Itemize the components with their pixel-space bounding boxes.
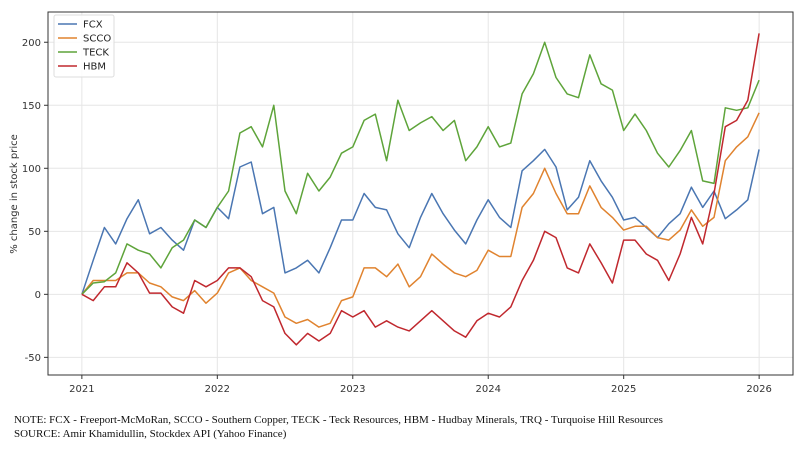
series-lines [81,33,760,346]
y-tick-label: 0 [35,290,41,301]
footer-note: NOTE: FCX - Freeport-McMoRan, SCCO - Sou… [14,414,663,426]
legend: FCX SCCO TECK HBM [53,14,115,78]
legend-label-fcx: FCX [83,20,103,31]
x-tick-label: 2022 [205,384,230,395]
y-tick-label: -50 [25,353,41,364]
legend-label-hbm: HBM [83,62,106,73]
series-line-fcx [81,148,760,295]
y-tick-label: 150 [22,101,41,112]
y-tick-label: 200 [22,38,41,49]
footer-source: SOURCE: Amir Khamidullin, Stockdex API (… [14,428,287,440]
y-tick-label: 100 [22,164,41,175]
y-axis-label: % change in stock price [9,134,20,254]
x-tick-label: 2023 [340,384,365,395]
gridlines [48,12,793,375]
series-line-hbm [81,33,760,346]
x-axis: 2021 2022 2023 2024 2025 2026 [69,375,772,395]
legend-box [53,14,115,78]
series-line-scco [81,112,760,328]
x-tick-label: 2021 [69,384,94,395]
x-tick-label: 2024 [476,384,501,395]
x-tick-label: 2026 [746,384,771,395]
plot-frame [47,11,794,376]
y-tick-label: 50 [28,227,41,238]
legend-label-scco: SCCO [83,34,111,45]
series-line-teck [81,41,760,295]
x-tick-label: 2025 [611,384,636,395]
y-axis: -50 0 50 100 150 200 [22,38,48,364]
legend-label-teck: TECK [82,48,109,59]
